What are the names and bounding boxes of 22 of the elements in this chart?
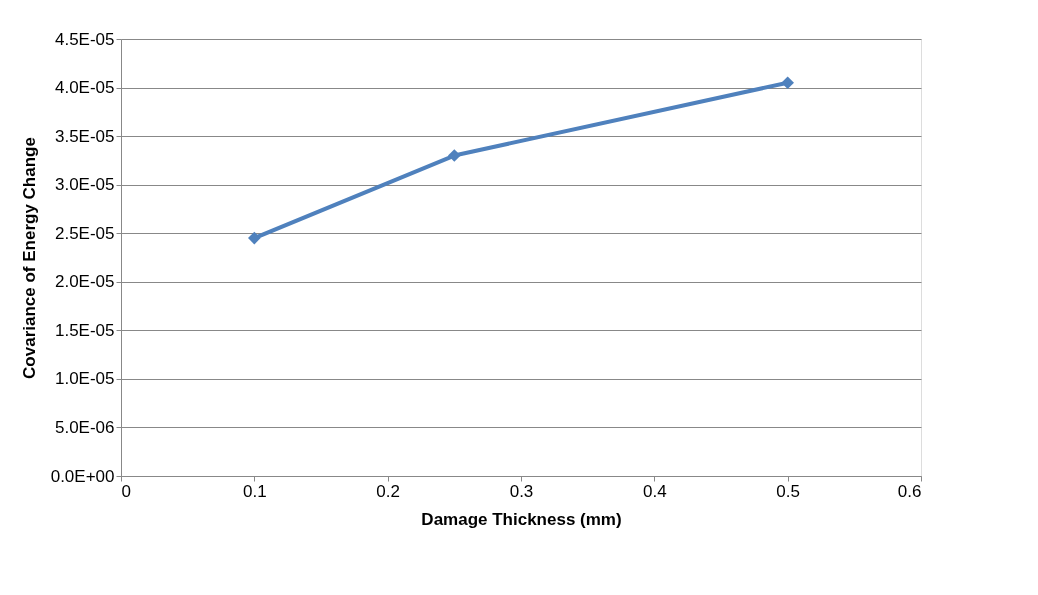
- x-tick-label: 0.4: [643, 481, 667, 501]
- y-tick-label: 1.0E-05: [54, 369, 115, 389]
- y-tick-label: 2.5E-05: [54, 223, 115, 243]
- y-tick-label: 2.0E-05: [54, 272, 115, 292]
- point: [448, 149, 461, 162]
- x-tick-label: 0.6: [897, 481, 922, 501]
- x-axis-title: Damage Thickness (mm): [421, 509, 622, 529]
- y-tick-label: 4.0E-05: [54, 78, 115, 98]
- x-tick-label: 0.2: [376, 481, 400, 501]
- y-tick-label: 3.5E-05: [54, 126, 115, 146]
- y-tick-label: 4.5E-05: [54, 29, 115, 49]
- x-tick-label: 0.1: [243, 481, 267, 501]
- point: [781, 76, 794, 90]
- x-tick-label: 0.3: [509, 481, 534, 501]
- point: [248, 231, 261, 245]
- y-tick-label: 5.0E-06: [54, 417, 115, 437]
- x-tick-label: 0: [121, 481, 131, 501]
- y-tick-label: 3.0E-05: [54, 175, 115, 195]
- y-axis-title: Covariance of Energy Change: [19, 137, 39, 379]
- x-tick-label: 0.5: [776, 481, 800, 501]
- y-tick-label: 1.5E-05: [54, 320, 115, 340]
- y-tick-label: 0.0E+00: [50, 466, 115, 486]
